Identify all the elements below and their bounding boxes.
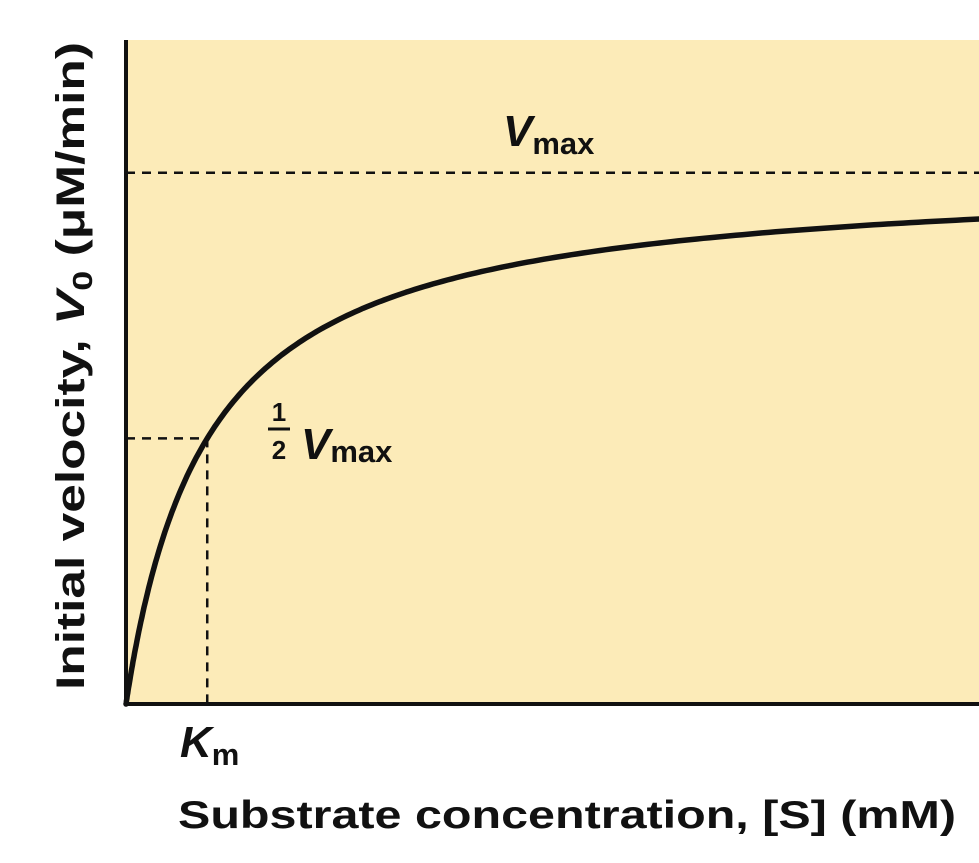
vmax-label: Vmax xyxy=(503,107,595,161)
saturation-curve xyxy=(123,216,979,707)
x-axis-title: Substrate concentration, [S] (mM) xyxy=(178,794,956,837)
y-axis-title: Initial velocity, V0 (μM/min) xyxy=(49,42,98,690)
half-vmax-var: Vmax xyxy=(301,420,393,469)
fraction-denominator: 2 xyxy=(272,435,286,465)
fraction-numerator: 1 xyxy=(272,397,286,427)
half-vmax-label: 1 2 Vmax xyxy=(268,397,393,469)
km-label: Km xyxy=(180,718,239,772)
plot-background xyxy=(126,40,979,703)
